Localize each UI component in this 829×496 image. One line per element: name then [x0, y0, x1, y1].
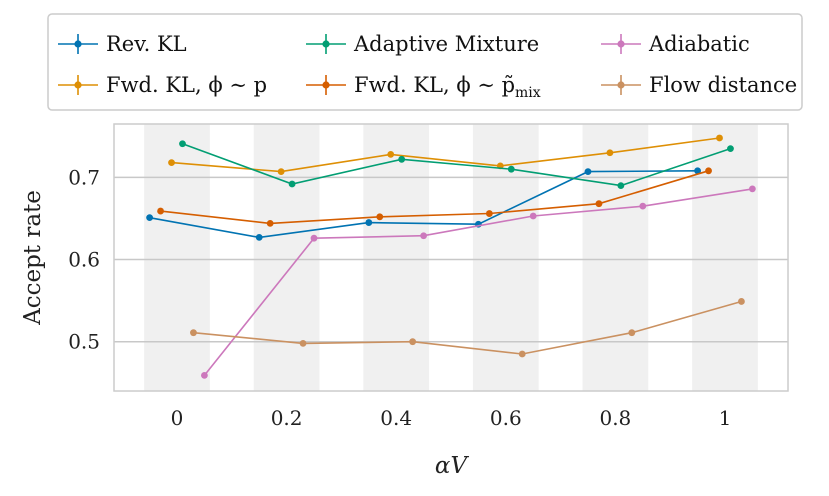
- legend-item: Rev. KL: [58, 32, 187, 56]
- data-point: [705, 167, 712, 175]
- series-line-2: [182, 142, 731, 187]
- legend-label-subscript: mix: [515, 85, 541, 101]
- data-point: [507, 165, 515, 173]
- series-layer: [146, 134, 756, 379]
- data-point: [255, 233, 263, 241]
- data-point: [387, 150, 395, 158]
- x-tick-label: 0.6: [490, 406, 522, 430]
- series-3: [157, 167, 712, 227]
- data-point: [518, 350, 526, 358]
- legend-marker: [74, 40, 82, 48]
- y-tick-label: 0.6: [68, 248, 100, 272]
- data-point: [146, 214, 154, 222]
- data-point: [266, 220, 274, 227]
- series-line-4: [203, 188, 753, 376]
- legend-item: Adaptive Mixture: [306, 32, 539, 56]
- shaded-band-0: [144, 124, 210, 391]
- data-point: [288, 180, 296, 188]
- plot-frame: [113, 123, 789, 392]
- data-point: [694, 167, 701, 175]
- legend-marker: [617, 40, 625, 48]
- legend: Rev. KL Adaptive Mixture Adiabatic Fwd. KL,…: [47, 13, 803, 111]
- shaded-band-5: [692, 124, 758, 391]
- data-point: [639, 202, 647, 210]
- data-point: [628, 329, 636, 337]
- grid-lines: [114, 176, 788, 343]
- y-tick-label: 0.5: [68, 330, 100, 354]
- data-point: [310, 234, 318, 242]
- x-axis-ticks: 0 0.2 0.4 0.6 0.8 1: [171, 406, 732, 430]
- series-2: [179, 140, 734, 190]
- legend-label: Adaptive Mixture: [353, 32, 539, 56]
- y-axis-ticks: 0.5 0.6 0.7: [68, 165, 100, 353]
- data-point: [376, 213, 384, 221]
- series-line-3: [160, 170, 709, 225]
- legend-item: Adiabatic: [601, 32, 750, 56]
- data-point: [485, 210, 493, 217]
- data-point: [727, 145, 734, 153]
- y-tick-label: 0.7: [68, 165, 100, 189]
- data-point: [179, 140, 186, 148]
- data-point: [365, 219, 373, 226]
- data-point: [398, 155, 406, 163]
- data-point: [420, 232, 428, 240]
- series-line-0: [149, 170, 698, 239]
- x-axis-label: αV: [435, 453, 470, 479]
- x-tick-label: 0.4: [380, 406, 412, 430]
- legend-label: Adiabatic: [648, 32, 750, 56]
- data-point: [748, 185, 756, 193]
- data-point: [299, 339, 307, 347]
- shaded-band-2: [363, 124, 430, 391]
- data-point: [277, 168, 285, 176]
- x-tick-label: 1: [719, 406, 732, 430]
- data-point: [584, 168, 592, 176]
- legend-label: Fwd. KL, ϕ ∼ p̃mix: [354, 73, 541, 101]
- data-point: [716, 134, 723, 142]
- series-line-5: [193, 300, 742, 355]
- legend-marker: [322, 81, 330, 89]
- data-point: [157, 207, 164, 215]
- legend-marker: [617, 81, 625, 89]
- legend-label: Rev. KL: [106, 32, 187, 56]
- y-axis-label: Accept rate: [20, 190, 46, 326]
- legend-marker: [74, 81, 82, 89]
- series-line-1: [171, 137, 720, 173]
- legend-item: Fwd. KL, ϕ ∼ p: [58, 73, 267, 97]
- data-point: [168, 159, 175, 167]
- data-point: [409, 338, 417, 346]
- data-point: [606, 149, 614, 157]
- legend-item: Flow distance: [601, 73, 797, 97]
- data-point: [201, 371, 208, 379]
- data-point: [529, 212, 537, 220]
- legend-label: Fwd. KL, ϕ ∼ p: [106, 73, 267, 97]
- legend-item: Fwd. KL, ϕ ∼ p̃mix: [306, 73, 541, 101]
- series-5: [190, 298, 745, 358]
- x-tick-label: 0.2: [271, 406, 303, 430]
- legend-label: Flow distance: [649, 73, 797, 97]
- x-tick-label: 0: [171, 406, 184, 430]
- data-point: [617, 182, 625, 190]
- legend-marker: [322, 40, 330, 48]
- data-point: [190, 329, 197, 337]
- data-point: [595, 200, 603, 208]
- x-tick-label: 0.8: [599, 406, 631, 430]
- shaded-band-4: [582, 124, 649, 391]
- shaded-band-1: [253, 124, 320, 391]
- data-point: [738, 298, 745, 305]
- legend-box: [47, 13, 803, 111]
- series-4: [201, 185, 756, 379]
